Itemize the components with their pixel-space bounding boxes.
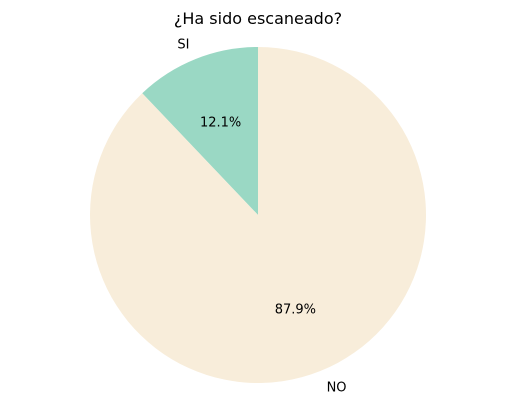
pie-slice-si bbox=[142, 47, 258, 215]
category-label-si: SI bbox=[177, 37, 189, 52]
pie-slices bbox=[89, 47, 426, 383]
pie-labels: 12.1% SI 87.9% NO bbox=[177, 37, 346, 395]
chart-title: ¿Ha sido escaneado? bbox=[174, 9, 342, 28]
pie-slice-no bbox=[89, 47, 426, 383]
pct-label-si: 12.1% bbox=[200, 115, 241, 130]
pct-label-no: 87.9% bbox=[275, 303, 316, 318]
category-label-no: NO bbox=[327, 381, 347, 396]
